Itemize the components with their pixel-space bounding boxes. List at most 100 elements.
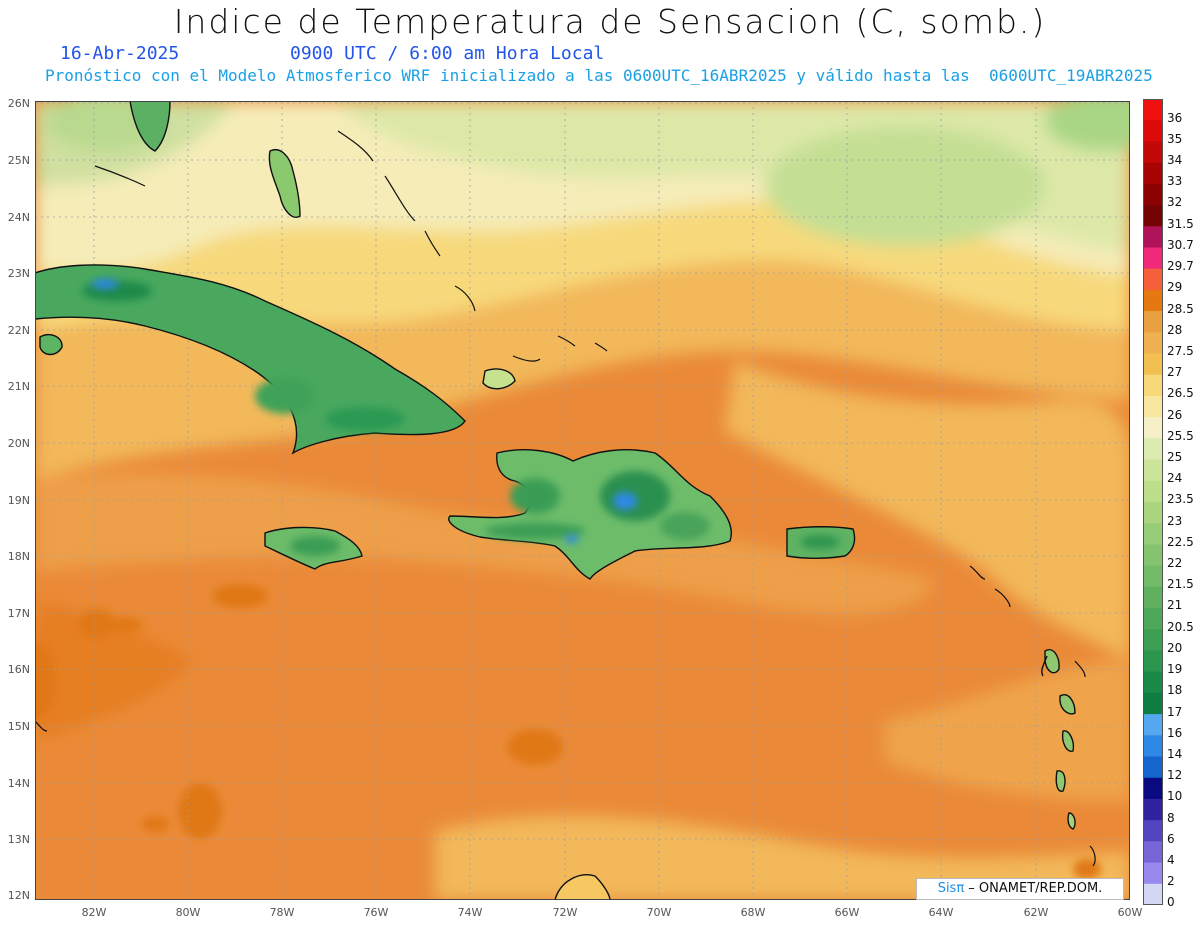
lon-label: 60W <box>1117 906 1143 919</box>
cold-spots <box>91 279 637 543</box>
lat-label: 16N <box>7 663 30 676</box>
color-scale-label: 17 <box>1167 704 1183 719</box>
color-scale-label: 16 <box>1167 725 1183 740</box>
color-scale-cell <box>1143 883 1163 905</box>
color-scale-label: 33 <box>1167 174 1183 189</box>
lesser-antilles-3 <box>1055 770 1066 792</box>
credit-box: Sisπ – ONAMET/REP.DOM. <box>916 878 1124 900</box>
temperature-map[interactable] <box>35 101 1130 900</box>
color-scale-cell <box>1143 798 1163 821</box>
color-scale-cell <box>1143 438 1163 461</box>
isla-juventud <box>39 333 63 356</box>
color-scale-label: 12 <box>1167 768 1183 783</box>
lat-label: 12N <box>7 889 30 902</box>
color-scale-label: 28.5 <box>1167 301 1194 316</box>
color-scale-label: 20 <box>1167 640 1183 655</box>
color-scale-label: 35 <box>1167 131 1183 146</box>
color-scale-label: 36 <box>1167 110 1183 125</box>
color-scale-cell <box>1143 565 1163 588</box>
lat-label: 25N <box>7 154 30 167</box>
color-scale-cell <box>1143 608 1163 630</box>
color-scale-cell <box>1143 99 1163 121</box>
color-scale-label: 20.5 <box>1167 619 1194 634</box>
color-scale-cell <box>1143 459 1163 482</box>
color-scale-cell <box>1143 289 1163 312</box>
color-scale-label: 8 <box>1167 810 1175 825</box>
color-scale-cell <box>1143 374 1163 397</box>
color-scale-label: 29 <box>1167 280 1183 295</box>
color-scale-cell <box>1143 650 1163 673</box>
grid-lines <box>35 101 1130 900</box>
color-scale-cell <box>1143 247 1163 270</box>
color-scale-cell <box>1143 120 1163 143</box>
lon-label: 82W <box>81 906 107 919</box>
color-scale-label: 21 <box>1167 598 1183 613</box>
color-scale-label: 27.5 <box>1167 343 1194 358</box>
color-scale-cell <box>1143 417 1163 439</box>
color-scale-label: 14 <box>1167 746 1183 761</box>
color-scale-label: 2 <box>1167 874 1175 889</box>
guadeloupe <box>1041 655 1048 677</box>
color-scale-label: 30.7 <box>1167 237 1194 252</box>
credit-org: – ONAMET/REP.DOM. <box>964 881 1103 896</box>
color-scale-label: 23 <box>1167 513 1183 528</box>
cuba <box>35 264 466 455</box>
color-scale-cell <box>1143 671 1163 694</box>
lat-label: 24N <box>7 211 30 224</box>
color-scale-label: 28 <box>1167 322 1183 337</box>
color-scale-cell <box>1143 332 1163 355</box>
lat-label: 20N <box>7 437 30 450</box>
color-scale-label: 25 <box>1167 450 1183 464</box>
color-scale-label: 22.5 <box>1167 534 1194 549</box>
color-scale-cell <box>1143 205 1163 227</box>
lon-label: 80W <box>175 906 201 919</box>
color-scale-label: 27 <box>1167 365 1183 380</box>
color-scale-cell <box>1143 544 1163 567</box>
inagua <box>482 368 516 390</box>
color-scale-label: 18 <box>1167 683 1183 698</box>
color-scale-cell <box>1143 777 1163 800</box>
color-scale-label: 26 <box>1167 407 1183 422</box>
color-scale-label: 26.5 <box>1167 386 1194 401</box>
color-scale-label: 4 <box>1167 853 1175 867</box>
color-scale-label: 34 <box>1167 153 1183 167</box>
lon-label: 74W <box>457 906 483 919</box>
color-scale-cell <box>1143 756 1163 779</box>
color-scale-cell <box>1143 395 1163 418</box>
color-scale-label: 0 <box>1167 895 1175 910</box>
lon-label: 66W <box>834 906 860 919</box>
color-scale <box>1143 99 1163 905</box>
lon-label: 72W <box>552 906 578 919</box>
lat-label: 19N <box>7 494 30 507</box>
color-scale-cell <box>1143 735 1163 758</box>
color-scale-cell <box>1143 820 1163 842</box>
color-scale-cell <box>1143 502 1163 524</box>
south-america-coast <box>554 874 611 900</box>
cays <box>35 130 1096 867</box>
lon-label: 70W <box>646 906 672 919</box>
sis-logo-text: Sisπ <box>937 881 965 896</box>
color-scale-cell <box>1143 183 1163 206</box>
lat-label: 13N <box>7 833 30 846</box>
color-scale-label: 23.5 <box>1167 492 1194 507</box>
lat-label: 22N <box>7 324 30 337</box>
lon-label: 76W <box>363 906 389 919</box>
lat-label: 15N <box>7 720 30 733</box>
color-scale-label: 21.5 <box>1167 577 1194 592</box>
lat-label: 18N <box>7 550 30 563</box>
color-scale-cell <box>1143 523 1163 546</box>
lesser-antilles-1 <box>1044 649 1060 674</box>
forecast-label: Pronóstico con el Modelo Atmosferico WRF… <box>45 66 1153 85</box>
st-lucia <box>1067 812 1076 830</box>
lon-label: 78W <box>269 906 295 919</box>
lon-label: 62W <box>1023 906 1049 919</box>
color-scale-cell <box>1143 714 1163 736</box>
color-scale-cell <box>1143 586 1163 609</box>
date-label: 16-Abr-2025 <box>60 43 180 64</box>
lat-label: 14N <box>7 777 30 790</box>
color-scale-label: 19 <box>1167 662 1183 677</box>
color-scale-cell <box>1143 141 1163 164</box>
lat-label: 26N <box>7 97 30 110</box>
lon-label: 64W <box>928 906 954 919</box>
florida <box>129 101 171 152</box>
